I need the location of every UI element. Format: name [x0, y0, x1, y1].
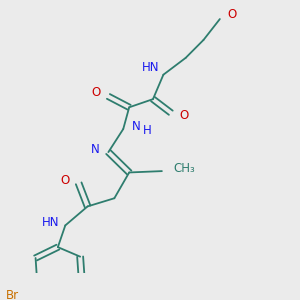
Text: H: H	[142, 124, 151, 137]
Text: N: N	[91, 143, 100, 156]
Text: N: N	[132, 120, 141, 133]
Text: O: O	[227, 8, 236, 22]
Text: HN: HN	[141, 61, 159, 74]
Text: CH₃: CH₃	[174, 162, 196, 175]
Text: O: O	[180, 109, 189, 122]
Text: O: O	[92, 86, 101, 99]
Text: HN: HN	[42, 216, 59, 229]
Text: O: O	[61, 174, 70, 187]
Text: Br: Br	[6, 289, 19, 300]
